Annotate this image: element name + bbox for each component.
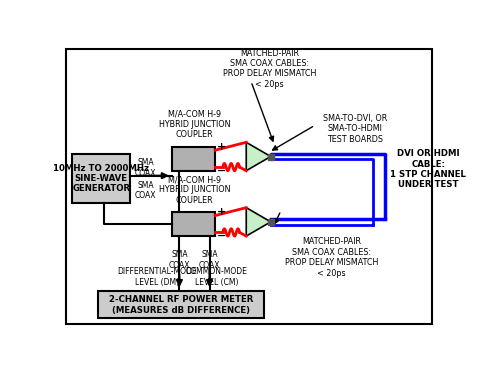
Text: SMA
COAX: SMA COAX — [199, 250, 220, 270]
Text: COMMON-MODE
LEVEL (CM): COMMON-MODE LEVEL (CM) — [186, 267, 248, 287]
Polygon shape — [246, 208, 271, 236]
Text: 10MHz TO 2000MHz
SINE-WAVE
GENERATOR: 10MHz TO 2000MHz SINE-WAVE GENERATOR — [53, 163, 149, 193]
Text: +: + — [217, 142, 226, 152]
Text: +: + — [217, 207, 226, 217]
Text: −: − — [217, 166, 226, 176]
FancyBboxPatch shape — [98, 292, 264, 318]
Text: MATCHED-PAIR
SMA COAX CABLES:
PROP DELAY MISMATCH
< 20ps: MATCHED-PAIR SMA COAX CABLES: PROP DELAY… — [285, 238, 378, 278]
FancyBboxPatch shape — [172, 212, 215, 236]
Text: SMA-TO-DVI, OR
SMA-TO-HDMI
TEST BOARDS: SMA-TO-DVI, OR SMA-TO-HDMI TEST BOARDS — [323, 114, 387, 144]
Text: −: − — [217, 231, 226, 241]
Text: M/A-COM H-9
HYBRID JUNCTION
COUPLER: M/A-COM H-9 HYBRID JUNCTION COUPLER — [159, 175, 230, 205]
Text: 2-CHANNEL RF POWER METER
(MEASURES dB DIFFERENCE): 2-CHANNEL RF POWER METER (MEASURES dB DI… — [109, 295, 254, 315]
Text: DIFFERENTIAL-MODE
LEVEL (DM): DIFFERENTIAL-MODE LEVEL (DM) — [117, 267, 197, 287]
Text: SMA
COAX: SMA COAX — [169, 250, 190, 270]
Text: DVI OR HDMI
CABLE:
1 STP CHANNEL
UNDER TEST: DVI OR HDMI CABLE: 1 STP CHANNEL UNDER T… — [390, 149, 466, 189]
Text: MATCHED-PAIR
SMA COAX CABLES:
PROP DELAY MISMATCH
< 20ps: MATCHED-PAIR SMA COAX CABLES: PROP DELAY… — [223, 49, 316, 89]
Text: SMA
COAX: SMA COAX — [135, 158, 156, 177]
FancyBboxPatch shape — [72, 154, 130, 203]
Text: M/A-COM H-9
HYBRID JUNCTION
COUPLER: M/A-COM H-9 HYBRID JUNCTION COUPLER — [159, 110, 230, 139]
Polygon shape — [246, 142, 271, 171]
FancyBboxPatch shape — [172, 146, 215, 171]
Text: SMA
COAX: SMA COAX — [135, 181, 156, 200]
FancyBboxPatch shape — [67, 49, 432, 324]
